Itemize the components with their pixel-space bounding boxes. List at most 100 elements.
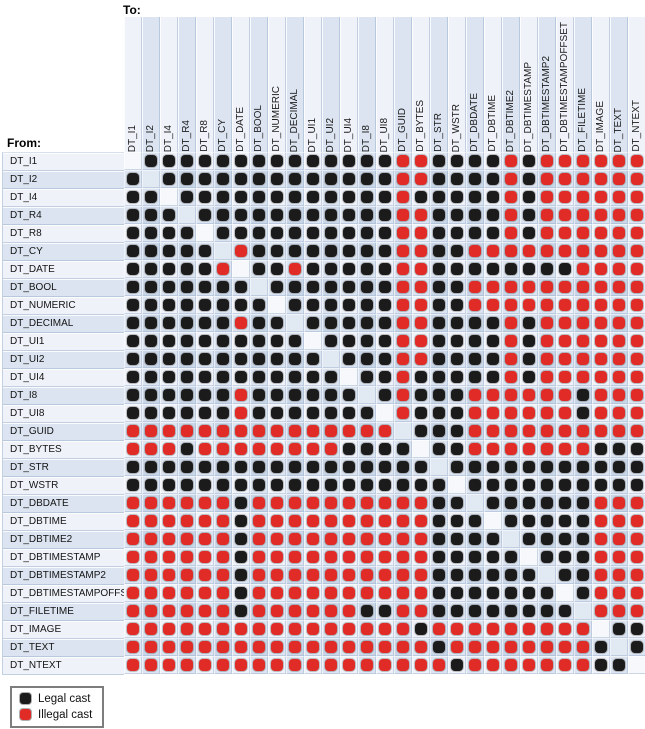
matrix-cell xyxy=(178,404,196,422)
matrix-cell xyxy=(610,584,628,602)
legal-cast-dot xyxy=(253,461,265,473)
matrix-cell xyxy=(502,314,520,332)
legal-cast-dot xyxy=(433,533,445,545)
legal-cast-dot xyxy=(343,317,355,329)
illegal-cast-dot xyxy=(595,569,607,581)
illegal-cast-dot xyxy=(505,353,517,365)
matrix-cell xyxy=(160,368,178,386)
illegal-cast-dot xyxy=(307,569,319,581)
legal-cast-dot xyxy=(379,155,391,167)
legal-cast-dot xyxy=(451,299,463,311)
matrix-cell xyxy=(448,584,466,602)
legal-cast-dot xyxy=(199,209,211,221)
matrix-cell xyxy=(304,458,322,476)
row-label: DT_UI1 xyxy=(3,333,124,351)
matrix-cell xyxy=(196,332,214,350)
matrix-cell xyxy=(538,332,556,350)
matrix-cell xyxy=(214,512,232,530)
illegal-cast-dot xyxy=(613,191,625,203)
illegal-cast-dot xyxy=(505,173,517,185)
illegal-cast-dot xyxy=(469,659,481,671)
col-header: DT_DBTIMESTAMPOFFSET xyxy=(556,17,574,152)
matrix-cell xyxy=(214,458,232,476)
matrix-cell xyxy=(412,548,430,566)
matrix-cell xyxy=(232,152,250,170)
illegal-cast-dot xyxy=(397,209,409,221)
matrix-cell xyxy=(628,656,645,674)
legal-cast-dot xyxy=(433,407,445,419)
legal-cast-dot xyxy=(523,191,535,203)
matrix-cell xyxy=(124,530,142,548)
matrix-cell xyxy=(592,278,610,296)
matrix-cell xyxy=(322,368,340,386)
matrix-cell xyxy=(160,278,178,296)
matrix-cell xyxy=(358,566,376,584)
matrix-cell xyxy=(232,476,250,494)
matrix-cell xyxy=(502,188,520,206)
matrix-cell xyxy=(484,224,502,242)
legal-cast-dot xyxy=(307,245,319,257)
illegal-cast-dot xyxy=(595,191,607,203)
matrix-cell xyxy=(610,314,628,332)
illegal-cast-dot xyxy=(379,497,391,509)
illegal-cast-dot xyxy=(325,605,337,617)
matrix-cell xyxy=(376,638,394,656)
illegal-cast-dot xyxy=(325,497,337,509)
matrix-cell xyxy=(556,206,574,224)
illegal-cast-dot xyxy=(631,389,643,401)
matrix-cell xyxy=(304,224,322,242)
illegal-cast-dot xyxy=(577,245,589,257)
illegal-cast-dot xyxy=(181,641,193,653)
illegal-cast-dot xyxy=(505,317,517,329)
col-header: DT_STR xyxy=(430,17,448,152)
illegal-cast-dot xyxy=(595,425,607,437)
illegal-cast-dot xyxy=(631,245,643,257)
illegal-cast-dot xyxy=(505,659,517,671)
matrix-cell xyxy=(340,296,358,314)
matrix-cell xyxy=(448,404,466,422)
legal-cast-dot xyxy=(181,371,193,383)
legal-cast-dot xyxy=(235,569,247,581)
illegal-cast-dot xyxy=(397,515,409,527)
matrix-cell xyxy=(430,386,448,404)
matrix-cell xyxy=(538,422,556,440)
illegal-cast-dot xyxy=(397,155,409,167)
legal-cast-dot xyxy=(145,407,157,419)
legal-cast-dot xyxy=(415,461,427,473)
matrix-cell xyxy=(196,602,214,620)
matrix-cell xyxy=(214,494,232,512)
illegal-cast-dot xyxy=(415,353,427,365)
matrix-cell xyxy=(520,260,538,278)
matrix-cell xyxy=(268,584,286,602)
matrix-cell xyxy=(502,494,520,512)
illegal-cast-dot xyxy=(289,443,301,455)
legal-cast-dot xyxy=(343,155,355,167)
illegal-cast-dot xyxy=(217,515,229,527)
matrix-cell xyxy=(160,602,178,620)
matrix-cell xyxy=(160,260,178,278)
matrix-cell xyxy=(250,314,268,332)
matrix-cell xyxy=(178,584,196,602)
matrix-cell xyxy=(466,620,484,638)
matrix-cell xyxy=(304,170,322,188)
matrix-cell xyxy=(628,566,645,584)
matrix-cell xyxy=(520,566,538,584)
legal-cast-dot xyxy=(541,515,553,527)
illegal-cast-dot xyxy=(379,587,391,599)
matrix-cell xyxy=(466,602,484,620)
legal-cast-dot xyxy=(271,263,283,275)
matrix-cell xyxy=(232,656,250,674)
legal-cast-dot xyxy=(145,191,157,203)
matrix-cell xyxy=(232,296,250,314)
legal-cast-dot xyxy=(145,317,157,329)
matrix-cell xyxy=(502,476,520,494)
matrix-cell xyxy=(628,314,645,332)
matrix-cell xyxy=(592,368,610,386)
legal-cast-dot xyxy=(361,371,373,383)
legal-cast-dot xyxy=(577,533,589,545)
matrix-cell xyxy=(268,530,286,548)
illegal-cast-dot xyxy=(577,335,589,347)
matrix-cell xyxy=(142,638,160,656)
row-label: DT_I8 xyxy=(3,387,124,405)
matrix-cell xyxy=(538,602,556,620)
